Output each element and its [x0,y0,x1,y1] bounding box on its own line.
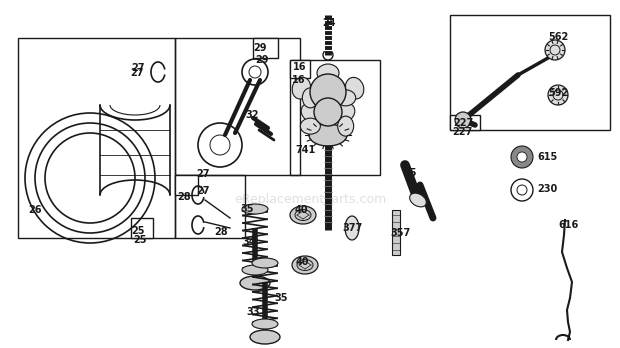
Ellipse shape [345,216,359,240]
Text: 741: 741 [295,145,315,155]
Text: 592: 592 [548,88,569,98]
Text: 24: 24 [322,18,335,28]
Ellipse shape [309,124,347,146]
Text: 29: 29 [253,43,267,53]
Ellipse shape [242,265,268,275]
Circle shape [548,85,568,105]
Ellipse shape [335,90,356,106]
Ellipse shape [252,258,278,268]
Text: 33: 33 [246,307,260,317]
Bar [175,38,300,175]
Bar [450,115,480,130]
Circle shape [517,152,527,162]
Ellipse shape [338,116,353,136]
Ellipse shape [334,103,355,122]
Text: 16: 16 [292,75,306,85]
Ellipse shape [242,204,268,214]
Text: 40: 40 [296,257,309,267]
Bar [175,175,245,238]
Text: 25: 25 [131,226,144,236]
Text: 40: 40 [295,205,309,215]
Circle shape [310,74,346,110]
Text: 616: 616 [558,220,578,230]
Text: eReplacementParts.com: eReplacementParts.com [234,193,386,206]
Ellipse shape [345,77,364,99]
Ellipse shape [250,330,280,344]
Text: 34: 34 [242,237,255,247]
Text: 27: 27 [130,68,143,78]
Text: 28: 28 [177,192,190,202]
Text: 230: 230 [537,184,557,194]
Ellipse shape [410,193,427,207]
Bar [290,60,380,175]
Text: 45: 45 [404,168,417,178]
Text: 27: 27 [196,186,210,196]
Ellipse shape [301,103,322,122]
Text: 377: 377 [342,223,362,233]
Text: 227: 227 [452,127,472,137]
Text: 35: 35 [240,204,254,214]
Text: 32: 32 [245,110,259,120]
Bar [253,38,278,58]
Circle shape [545,40,565,60]
Text: 615: 615 [537,152,557,162]
Ellipse shape [252,319,278,329]
Bar [450,15,610,130]
Text: 25: 25 [133,235,146,245]
Ellipse shape [292,256,318,274]
Bar [290,60,310,78]
Text: 28: 28 [214,227,228,237]
Ellipse shape [290,206,316,224]
Bar [392,210,400,255]
Bar [131,218,153,238]
Text: 27: 27 [196,169,210,179]
Text: 27: 27 [131,63,144,73]
Ellipse shape [300,118,321,134]
Circle shape [455,112,471,128]
Text: 562: 562 [548,32,569,42]
Text: 29: 29 [255,55,268,65]
Bar [18,38,175,238]
Ellipse shape [317,64,339,82]
Circle shape [511,146,533,168]
Ellipse shape [303,88,318,108]
Text: 26: 26 [28,205,42,215]
Text: 16: 16 [293,62,306,72]
Bar [175,175,198,195]
Text: 227: 227 [453,118,473,128]
Ellipse shape [292,77,311,99]
Text: 35: 35 [274,293,288,303]
Ellipse shape [240,276,270,290]
Circle shape [314,98,342,126]
Text: 357: 357 [390,228,410,238]
